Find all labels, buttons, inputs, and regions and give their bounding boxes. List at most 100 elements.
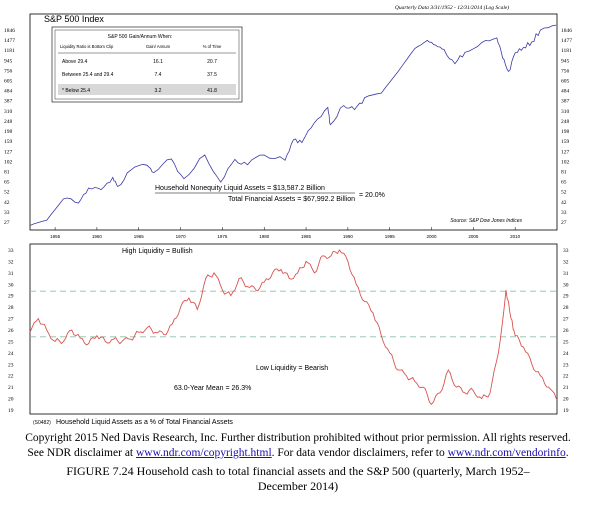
top-y-tick-right: 945 — [561, 58, 570, 64]
top-y-tick-left: 52 — [4, 190, 10, 196]
top-y-tick-left: 81 — [4, 169, 10, 175]
gain-table-row1-time: 20.7 — [207, 59, 217, 65]
gain-table-row1-gain: 16.1 — [153, 59, 163, 65]
top-x-tick-label: 1985 — [301, 234, 312, 239]
top-y-tick-right: 310 — [561, 109, 570, 115]
gain-table-inner — [54, 29, 240, 100]
top-y-tick-left: 198 — [4, 129, 13, 135]
bottom-y-tick-right: 26 — [563, 328, 569, 334]
formula-result: = 20.0% — [359, 192, 385, 199]
top-y-tick-right: 65 — [561, 180, 567, 186]
vendorinfo-link[interactable]: www.ndr.com/vendorinfo — [447, 447, 566, 459]
caption-line1: Copyright 2015 Ned Davis Research, Inc. … — [25, 432, 571, 444]
bottom-y-tick-left: 33 — [8, 248, 14, 254]
bottom-y-tick-right: 32 — [563, 259, 569, 265]
source-note: Source: S&P Dow Jones Indices — [450, 218, 522, 224]
bottom-y-tick-right: 22 — [563, 374, 569, 380]
top-y-tick-right: 756 — [561, 68, 570, 74]
bottom-y-tick-right: 25 — [563, 339, 569, 345]
top-y-tick-right: 248 — [561, 119, 570, 125]
top-y-ticks-right: 1846 1477 1181 945 756 605 484 387 310 248 198 159 1… — [561, 28, 572, 226]
top-y-tick-right: 1846 — [561, 28, 572, 34]
top-y-tick-left: 310 — [4, 109, 13, 115]
caption-line2-pre: See NDR disclaimer at — [27, 447, 136, 459]
top-y-tick-left: 27 — [4, 220, 10, 226]
bottom-y-tick-left: 32 — [8, 259, 14, 265]
bottom-y-tick-left: 24 — [8, 351, 14, 357]
copyright-link[interactable]: www.ndr.com/copyright.html — [136, 447, 272, 459]
top-x-ticks: 1955 1960 1965 1970 1975 1980 1985 1990 1995 2000… — [50, 227, 521, 239]
top-x-tick-label: 1965 — [134, 234, 145, 239]
top-y-tick-left: 1846 — [4, 28, 15, 34]
top-y-tick-right: 33 — [561, 210, 567, 216]
caption-line2-mid: . For data vendor disclaimers, refer to — [271, 447, 448, 459]
top-x-tick-label: 1955 — [50, 234, 61, 239]
bottom-y-tick-left: 23 — [8, 362, 14, 368]
top-y-tick-right: 81 — [561, 169, 567, 175]
bottom-y-tick-left: 30 — [8, 282, 14, 288]
gain-table-row2-gain: 7.4 — [155, 72, 162, 78]
top-y-tick-left: 387 — [4, 99, 13, 105]
top-y-tick-left: 1181 — [4, 48, 15, 54]
figure-caption: FIGURE 7.24 Household cash to total fina… — [66, 464, 530, 478]
top-y-tick-right: 52 — [561, 190, 567, 196]
gain-table-header-3: % of Time — [203, 44, 222, 49]
gain-table-title: S&P 500 Gain/Annum When: — [108, 34, 173, 40]
top-y-tick-left: 42 — [4, 200, 10, 206]
top-y-tick-right: 1477 — [561, 38, 572, 44]
top-y-tick-right: 198 — [561, 129, 570, 135]
bottom-y-tick-left: 29 — [8, 294, 14, 300]
bottom-y-tick-left: 21 — [8, 385, 14, 391]
top-y-tick-right: 484 — [561, 89, 570, 95]
top-x-tick-label: 1980 — [259, 234, 270, 239]
top-x-tick-label: 1970 — [176, 234, 187, 239]
gain-table: S&P 500 Gain/Annum When: Liquidity Ratio… — [51, 26, 243, 103]
bottom-y-ticks-right: 33 32 31 30 29 28 27 26 25 24 23 22 21 20 19 — [563, 248, 569, 414]
gain-table-row3-highlight — [58, 84, 236, 95]
top-panel-title: S&P 500 Index — [44, 14, 104, 24]
top-x-tick-label: 1960 — [92, 234, 103, 239]
gain-table-header-1: Liquidity Ratio is Bottom Clip — [60, 44, 114, 49]
bottom-panel-frame — [29, 243, 558, 415]
formula-numerator: Household Nonequity Liquid Assets = $13,… — [155, 185, 325, 192]
top-y-tick-left: 65 — [4, 180, 10, 186]
bottom-y-tick-right: 30 — [563, 282, 569, 288]
top-y-tick-right: 27 — [561, 220, 567, 226]
bottom-y-tick-left: 26 — [8, 328, 14, 334]
gain-table-row3-gain: 3.2 — [155, 88, 162, 94]
formula-denominator: Total Financial Assets = $67,992.2 Billi… — [228, 196, 355, 203]
bottom-y-tick-right: 19 — [563, 408, 569, 414]
bottom-y-tick-left: 27 — [8, 317, 14, 323]
top-x-tick-label: 2005 — [468, 234, 479, 239]
top-y-tick-right: 42 — [561, 200, 567, 206]
top-y-tick-right: 1181 — [561, 48, 572, 54]
gain-table-header-2: Gain/ Annum — [146, 44, 171, 49]
bottom-y-tick-left: 25 — [8, 339, 14, 345]
bottom-y-tick-right: 24 — [563, 351, 569, 357]
bottom-y-ticks-left: 33 32 31 30 29 28 27 26 25 24 23 22 21 20 19 — [8, 248, 14, 414]
top-y-tick-left: 605 — [4, 79, 13, 85]
top-x-tick-label: 2010 — [510, 234, 521, 239]
top-y-tick-left: 33 — [4, 210, 10, 216]
bottom-y-tick-left: 19 — [8, 408, 14, 414]
bottom-y-tick-left: 28 — [8, 305, 14, 311]
top-x-tick-label: 1975 — [217, 234, 228, 239]
top-y-tick-left: 756 — [4, 68, 13, 74]
top-y-tick-right: 387 — [561, 99, 570, 105]
top-x-tick-label: 1990 — [343, 234, 354, 239]
top-y-tick-left: 248 — [4, 119, 13, 125]
bottom-y-tick-right: 20 — [563, 397, 569, 403]
caption-line2-post: . — [565, 447, 569, 459]
footer-label: Household Liquid Assets as a % of Total … — [56, 419, 233, 426]
header-note: Quarterly Data 3/31/1952 - 12/31/2014 (L… — [395, 4, 509, 11]
bottom-y-tick-right: 21 — [563, 385, 569, 391]
bottom-y-tick-left: 20 — [8, 397, 14, 403]
figure-caption-2: December 2014) — [257, 479, 339, 493]
top-y-tick-right: 605 — [561, 79, 570, 85]
bottom-y-tick-right: 23 — [563, 362, 569, 368]
top-y-tick-left: 127 — [4, 149, 13, 155]
top-y-tick-right: 102 — [561, 159, 570, 165]
top-x-tick-label: 2000 — [427, 234, 438, 239]
top-y-ticks-left: 1846 1477 1181 945 756 605 484 387 310 248 198 159 1… — [4, 28, 15, 226]
top-y-tick-right: 127 — [561, 149, 570, 155]
